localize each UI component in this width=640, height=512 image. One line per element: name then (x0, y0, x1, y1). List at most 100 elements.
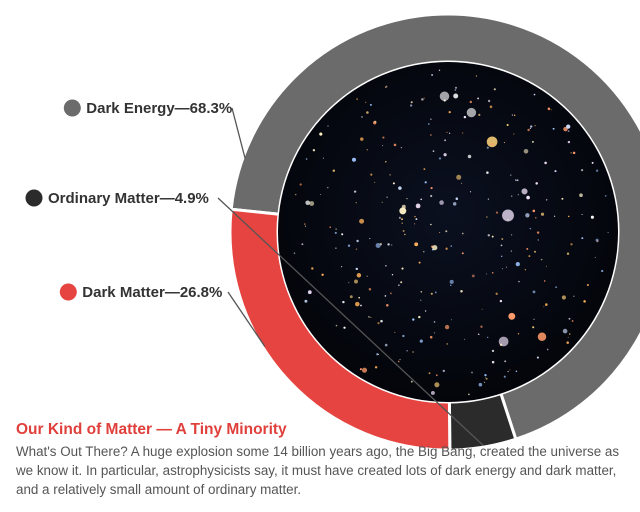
donut-slices (228, 12, 640, 452)
galaxy-dot (581, 237, 584, 240)
galaxy-dot (430, 292, 433, 295)
galaxy-dot (415, 203, 421, 209)
galaxy-dot (355, 202, 357, 204)
galaxy-dot (515, 179, 517, 181)
galaxy-dot (448, 132, 451, 134)
galaxy-dot (499, 299, 503, 303)
galaxy-dot (445, 230, 448, 233)
galaxy-dot (433, 321, 436, 323)
galaxy-dot (430, 223, 432, 226)
galaxy-dot (353, 190, 357, 193)
galaxy-dot (428, 123, 430, 125)
galaxy-dot (443, 153, 447, 157)
galaxy-dot (410, 101, 413, 104)
galaxy-dot (477, 97, 480, 100)
galaxy-dot (543, 306, 545, 308)
galaxy-dot (406, 198, 408, 200)
galaxy-dot (446, 343, 448, 345)
galaxy-dot (533, 318, 535, 320)
galaxy-dot (415, 218, 418, 221)
galaxy-dot (533, 93, 536, 96)
galaxy-dot (529, 127, 532, 130)
galaxy-dot (368, 316, 370, 318)
galaxy-dot (573, 295, 575, 297)
galaxy-dot (410, 380, 413, 383)
galaxy-dot (321, 273, 324, 276)
galaxy-dot (355, 267, 359, 271)
dark-matter-leader-line (227, 291, 266, 347)
galaxy-dot (561, 197, 564, 200)
galaxy-dot (466, 107, 477, 118)
galaxy-dot (319, 193, 321, 196)
galaxy-dot (356, 239, 359, 243)
galaxy-dot (503, 375, 506, 378)
galaxy-dot (327, 125, 329, 127)
galaxy-dot (590, 215, 594, 219)
caption-body: What's Out There? A huge explosion some … (16, 444, 620, 497)
galaxy-dot (568, 317, 571, 320)
galaxy-dot (423, 97, 425, 99)
dark-matter-legend-marker (59, 283, 77, 301)
galaxy-dot (484, 381, 486, 383)
galaxy-dot (491, 235, 494, 238)
galaxy-dot (566, 124, 571, 129)
galaxy-dot (544, 161, 547, 165)
galaxy-dot (421, 98, 424, 101)
galaxy-dot (518, 280, 520, 283)
galaxy-dot (401, 218, 403, 221)
galaxy-dot (301, 243, 304, 246)
galaxy-dot (348, 282, 350, 284)
galaxy-dot (381, 201, 383, 203)
galaxy-dot (567, 130, 570, 132)
galaxy-dot (377, 321, 380, 325)
galaxy-dot (370, 316, 372, 318)
galaxy-dot (524, 269, 527, 271)
galaxy-dot (509, 369, 511, 371)
galaxy-dot (419, 339, 423, 343)
galaxy-dot (335, 324, 338, 327)
galaxy-dot (545, 199, 548, 201)
galaxy-dot (604, 194, 607, 197)
galaxy-dot (384, 295, 387, 297)
galaxy-dot (527, 128, 530, 132)
galaxy-dot (595, 238, 599, 242)
galaxy-dot (489, 105, 493, 109)
galaxy-dot (334, 231, 337, 234)
galaxy-dot (400, 146, 403, 149)
galaxy-dot (478, 382, 483, 387)
galaxy-dot (420, 198, 423, 201)
galaxy-dot (369, 237, 371, 240)
galaxy-dot (335, 247, 337, 249)
galaxy-dot (414, 215, 416, 218)
galaxy-dot (555, 286, 557, 288)
galaxy-dot (532, 326, 535, 329)
galaxy-dot (513, 114, 516, 116)
galaxy-dot (431, 74, 434, 76)
galaxy-dot (511, 195, 513, 197)
galaxy-dot (379, 243, 382, 246)
galaxy-dot (521, 188, 528, 195)
galaxy-dot (481, 308, 483, 310)
galaxy-dot (591, 161, 594, 164)
galaxy-dot (526, 195, 530, 200)
galaxy-dot (384, 86, 387, 88)
galaxy-dot (510, 174, 512, 176)
galaxy-dot (571, 320, 574, 322)
galaxy-dot (394, 331, 396, 334)
ordinary-matter-legend-marker (25, 189, 43, 207)
galaxy-dot (502, 209, 514, 222)
galaxy-dot (534, 124, 536, 127)
galaxy-dot (545, 265, 547, 267)
galaxy-dot (374, 366, 378, 369)
galaxy-dot (486, 273, 488, 275)
galaxy-dot (478, 113, 481, 116)
galaxy-dot (525, 213, 530, 218)
galaxy-dot (386, 304, 389, 307)
galaxy-dot (366, 111, 369, 114)
galaxy-dot (359, 368, 362, 371)
galaxy-dot (595, 169, 599, 172)
legend: Dark Energy—68.3% Ordinary Matter—4.9% Dar… (25, 99, 232, 301)
galaxy-dot (501, 255, 503, 257)
galaxy-dot (409, 104, 413, 107)
dark-energy-legend-marker (63, 99, 81, 117)
